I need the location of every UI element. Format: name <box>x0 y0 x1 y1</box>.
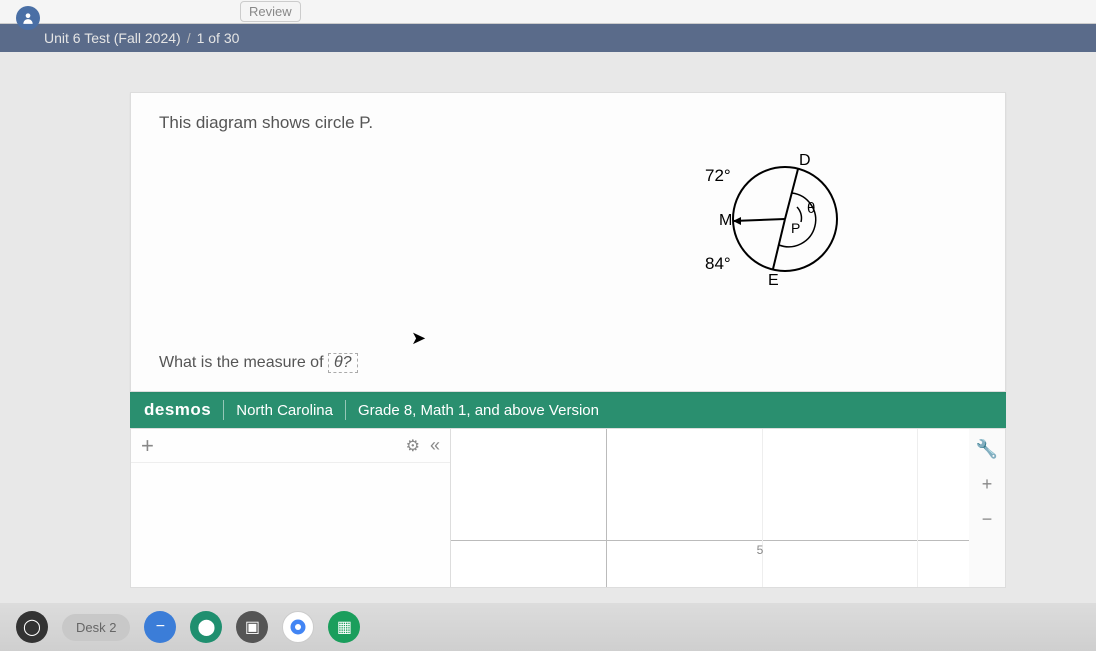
calculator: + ⚙ « 5 🔧 + − <box>130 428 1006 588</box>
label-d: D <box>799 152 811 169</box>
taskbar: ◯ Desk 2 − ⬤ ▣ ▦ <box>0 603 1096 651</box>
launcher-icon: ◯ <box>23 617 41 637</box>
desmos-brand: desmos <box>144 400 211 420</box>
launcher-button[interactable]: ◯ <box>16 611 48 643</box>
circle-diagram: D M E P θ 72° 84° <box>665 129 885 309</box>
review-button[interactable]: Review <box>240 1 301 22</box>
desmos-bar: desmos North Carolina Grade 8, Math 1, a… <box>130 392 1006 428</box>
graph-panel[interactable]: 5 <box>451 429 969 587</box>
tick-5: 5 <box>757 543 764 557</box>
desmos-version: Grade 8, Math 1, and above Version <box>358 402 599 419</box>
arc-top-label: 72° <box>705 166 731 185</box>
app-icon[interactable]: ▦ <box>328 611 360 643</box>
mouse-cursor-icon: ➤ <box>411 328 426 349</box>
zoom-in-button[interactable]: + <box>982 474 993 495</box>
radius-pe <box>773 219 785 269</box>
wrench-icon[interactable]: 🔧 <box>976 439 998 460</box>
label-theta: θ <box>807 200 815 217</box>
label-p: P <box>791 220 800 236</box>
title-sep: / <box>187 30 191 46</box>
assessment-pager: 1 of 30 <box>197 30 240 46</box>
files-icon[interactable]: ▣ <box>236 611 268 643</box>
expression-toolbar: + ⚙ « <box>131 429 450 463</box>
app-icon[interactable]: ⬤ <box>190 611 222 643</box>
profile-icon[interactable] <box>16 6 40 30</box>
gear-icon[interactable]: ⚙ <box>406 436 420 456</box>
prompt-prefix: What is the measure of <box>159 354 328 371</box>
expression-panel: + ⚙ « <box>131 429 451 587</box>
zoom-out-button[interactable]: − <box>982 509 993 530</box>
gridline <box>917 429 918 587</box>
desmos-region: North Carolina <box>236 402 333 419</box>
assessment-titlebar: Unit 6 Test (Fall 2024) / 1 of 30 <box>0 24 1096 52</box>
chrome-icon[interactable] <box>282 611 314 643</box>
app-icon[interactable]: − <box>144 611 176 643</box>
divider <box>345 400 346 420</box>
divider <box>223 400 224 420</box>
question-prompt: What is the measure of θ? <box>159 353 358 373</box>
x-axis <box>451 540 969 541</box>
arc-bottom-label: 84° <box>705 254 731 273</box>
browser-topbar: Review <box>0 0 1096 24</box>
desk-switcher[interactable]: Desk 2 <box>62 614 130 641</box>
theta-symbol: θ? <box>328 353 358 373</box>
label-e: E <box>768 272 779 289</box>
label-m: M <box>719 212 732 229</box>
add-expression-button[interactable]: + <box>141 433 154 459</box>
desk-label: Desk 2 <box>76 620 116 635</box>
collapse-panel-button[interactable]: « <box>430 435 440 456</box>
graph-tools: 🔧 + − <box>969 429 1005 587</box>
gridline <box>762 429 763 587</box>
y-axis <box>606 429 607 587</box>
question-card: This diagram shows circle P. ➤ What is t… <box>130 92 1006 392</box>
assessment-title: Unit 6 Test (Fall 2024) <box>44 30 181 46</box>
